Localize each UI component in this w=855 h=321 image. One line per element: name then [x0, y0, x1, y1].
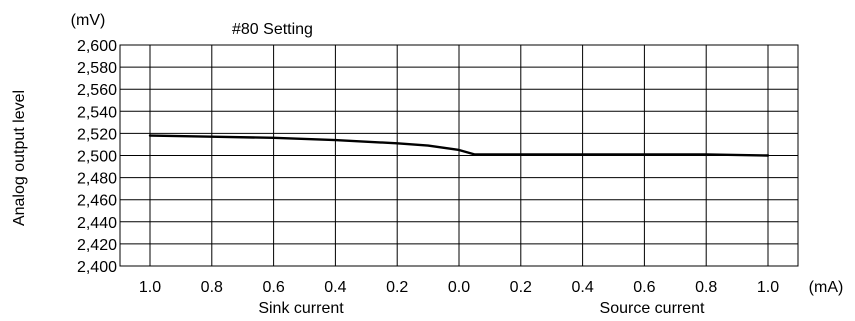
y-tick-label: 2,520 — [77, 126, 117, 143]
y-tick-label: 2,420 — [77, 237, 117, 254]
x-tick-label: 0.2 — [510, 279, 532, 296]
x-tick-label: 0.0 — [448, 279, 470, 296]
x-tick-label: 0.6 — [262, 279, 284, 296]
y-tick-label: 2,480 — [77, 171, 117, 188]
y-tick-label: 2,500 — [77, 149, 117, 166]
plot-frame — [119, 44, 799, 267]
y-tick-label: 2,560 — [77, 82, 117, 99]
y-axis-label: Analog output level — [11, 90, 28, 226]
x-tick-label: 0.6 — [633, 279, 655, 296]
x-unit-label: (mA) — [809, 279, 844, 296]
y-tick-labels: 2,400 2,420 2,440 2,460 2,480 2,500 2,520 2,540… — [77, 38, 117, 276]
y-unit-label: (mV) — [71, 12, 106, 29]
x-tick-label: 0.4 — [571, 279, 593, 296]
y-tick-label: 2,580 — [77, 60, 117, 77]
source-current-label: Source current — [600, 300, 705, 317]
y-tick-label: 2,400 — [77, 259, 117, 276]
x-tick-label: 0.4 — [324, 279, 346, 296]
chart-title: #80 Setting — [232, 21, 313, 38]
x-tick-label: 1.0 — [139, 279, 161, 296]
y-tick-label: 2,540 — [77, 104, 117, 121]
x-tick-label: 0.8 — [201, 279, 223, 296]
series-line — [148, 134, 770, 157]
x-tick-label: 0.8 — [695, 279, 717, 296]
x-tick-labels: 1.0 0.8 0.6 0.4 0.2 0.0 0.2 0.4 0.6 0.8 1.0 — [139, 279, 779, 296]
y-tick-label: 2,600 — [77, 38, 117, 55]
y-tick-label: 2,460 — [77, 193, 117, 210]
x-tick-label: 1.0 — [757, 279, 779, 296]
x-tick-label: 0.2 — [386, 279, 408, 296]
y-tick-label: 2,440 — [77, 215, 117, 232]
sink-current-label: Sink current — [258, 300, 344, 317]
